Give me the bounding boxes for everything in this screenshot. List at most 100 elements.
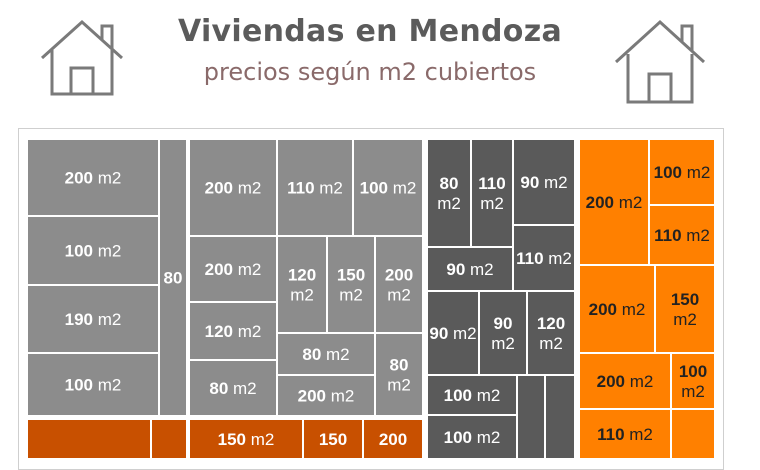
treemap-tile-label: 100 m2 xyxy=(65,376,122,395)
treemap-tile-rect xyxy=(26,352,160,417)
treemap-tile-label: 110 m2 xyxy=(597,425,653,444)
house-icon xyxy=(40,19,124,96)
treemap-tile-label: 80 xyxy=(164,269,183,288)
treemap-tile-rect xyxy=(150,418,188,459)
treemap-tile-rect xyxy=(470,138,514,248)
treemap-tile-rect xyxy=(26,418,152,459)
treemap-tile-rect xyxy=(648,204,716,266)
treemap-tile-label: 100 m2 xyxy=(360,179,417,198)
chart-subtitle: precios según m2 cubiertos xyxy=(203,58,537,86)
treemap-tile-label: 200 m2 xyxy=(586,193,643,212)
treemap-tile-rect xyxy=(544,374,576,459)
treemap-tile: 90 m2 xyxy=(426,290,480,376)
treemap-tile-rect xyxy=(352,138,424,237)
treemap-tile-label: 200 xyxy=(379,430,407,449)
treemap-tile: 80 m2 xyxy=(276,332,376,376)
treemap-tile-rect xyxy=(188,418,304,459)
treemap-tile: 200 m2 xyxy=(188,235,278,303)
treemap-tile-label: 90 m2 xyxy=(446,260,493,279)
chart-title: Viviendas en Mendoza xyxy=(177,14,563,49)
treemap-tile: 110 m2 xyxy=(578,408,672,459)
treemap-tile-label: 80 m2 xyxy=(387,356,411,395)
treemap-chart: 200 m2 100 m2 190 m2 100 m2 80 200 m2 110 m2 10… xyxy=(18,128,724,470)
treemap-tile: 100 m2 xyxy=(648,138,716,206)
treemap-tile: 200 m2 xyxy=(374,235,424,334)
treemap-tile-rect xyxy=(648,138,716,206)
treemap-tile-label: 110 m2 xyxy=(287,179,343,198)
treemap-tile-label: 100 m2 xyxy=(444,428,501,447)
treemap-tile xyxy=(516,374,546,459)
treemap-tile: 80 xyxy=(158,138,188,417)
treemap-tile: 200 m2 xyxy=(276,374,376,417)
treemap-tile: 100 m2 xyxy=(26,215,160,286)
treemap-tile-rect xyxy=(326,235,376,334)
treemap-svg: 200 m2 100 m2 190 m2 100 m2 80 200 m2 110 m2 10… xyxy=(26,138,716,459)
treemap-tile-label: 110 m2 xyxy=(654,226,710,245)
treemap-tile xyxy=(544,374,576,459)
treemap-tile-rect xyxy=(158,138,188,417)
treemap-tile-rect xyxy=(374,235,424,334)
treemap-tile-label: 100 m2 xyxy=(444,386,501,405)
treemap-tile-rect xyxy=(426,138,472,248)
treemap-tile: 100 m2 xyxy=(26,352,160,417)
treemap-tile: 90 m2 xyxy=(512,138,576,226)
treemap-tile-label: 120 m2 xyxy=(205,322,262,341)
treemap-tile: 110 m2 xyxy=(512,224,576,292)
treemap-tile-label: 150 m2 xyxy=(671,290,699,329)
treemap-tile: 110 m2 xyxy=(276,138,354,237)
treemap-tile-label: 150 xyxy=(319,430,347,449)
treemap-tile-rect xyxy=(512,224,576,292)
treemap-tile: 200 m2 xyxy=(578,264,656,354)
treemap-tile-rect xyxy=(670,408,716,459)
treemap-tile-label: 200 m2 xyxy=(205,260,262,279)
treemap-tile: 120 m2 xyxy=(276,235,328,334)
treemap-tile-label: 110 m2 xyxy=(478,174,505,213)
treemap-tile-rect xyxy=(426,290,480,376)
treemap-tile: 120 m2 xyxy=(526,290,576,376)
treemap-tile: 150 m2 xyxy=(654,264,716,354)
treemap-tile: 150 xyxy=(302,418,364,459)
treemap-tile-label: 80 m2 xyxy=(209,379,256,398)
treemap-tile-rect xyxy=(478,290,528,376)
treemap-tile-label: 90 m2 xyxy=(429,324,476,343)
treemap-tile-rect xyxy=(578,138,650,266)
treemap-tile-label: 120 m2 xyxy=(537,314,565,353)
treemap-tile-label: 110 m2 xyxy=(516,249,572,268)
treemap-tile-rect xyxy=(526,290,576,376)
treemap-tile: 200 m2 xyxy=(26,138,160,217)
treemap-tile-rect xyxy=(670,352,716,410)
treemap-tile: 100 m2 xyxy=(352,138,424,237)
treemap-tile-label: 200 m2 xyxy=(597,372,654,391)
treemap-tile: 200 m2 xyxy=(188,138,278,237)
treemap-tile-rect xyxy=(362,418,424,459)
treemap-tile-rect xyxy=(516,374,546,459)
treemap-tile-label: 200 m2 xyxy=(205,179,262,198)
treemap-tile-rect xyxy=(188,301,278,361)
treemap-tile-rect xyxy=(276,332,376,376)
treemap-tile: 80 m2 xyxy=(374,332,424,417)
treemap-tile-label: 200 m2 xyxy=(385,266,413,305)
treemap-tile: 100 m2 xyxy=(426,414,518,459)
treemap-tile-rect xyxy=(654,264,716,354)
treemap-tile-label: 200 m2 xyxy=(589,300,646,319)
treemap-tile-rect xyxy=(276,138,354,237)
treemap-tile-label: 100 m2 xyxy=(654,163,711,182)
treemap-tile-rect xyxy=(276,235,328,334)
treemap-tile: 100 m2 xyxy=(426,374,518,416)
treemap-tile-label: 80 m2 xyxy=(437,174,461,213)
treemap-tile-label: 150 m2 xyxy=(337,266,365,305)
treemap-tile-rect xyxy=(374,332,424,417)
treemap-tile: 200 xyxy=(362,418,424,459)
treemap-tile-label: 100 m2 xyxy=(679,362,707,401)
treemap-tile: 110 m2 xyxy=(648,204,716,266)
treemap-tile: 100 m2 xyxy=(670,352,716,410)
treemap-tile-label: 120 m2 xyxy=(288,266,316,305)
treemap-tile xyxy=(150,418,188,459)
treemap-tile: 110 m2 xyxy=(470,138,514,248)
treemap-tile-label: 80 m2 xyxy=(302,345,349,364)
treemap-tile-label: 150 m2 xyxy=(218,430,275,449)
treemap-tile-rect xyxy=(188,359,278,417)
treemap-tile: 120 m2 xyxy=(188,301,278,361)
treemap-tile xyxy=(26,418,152,459)
treemap-tile: 200 m2 xyxy=(578,352,672,410)
